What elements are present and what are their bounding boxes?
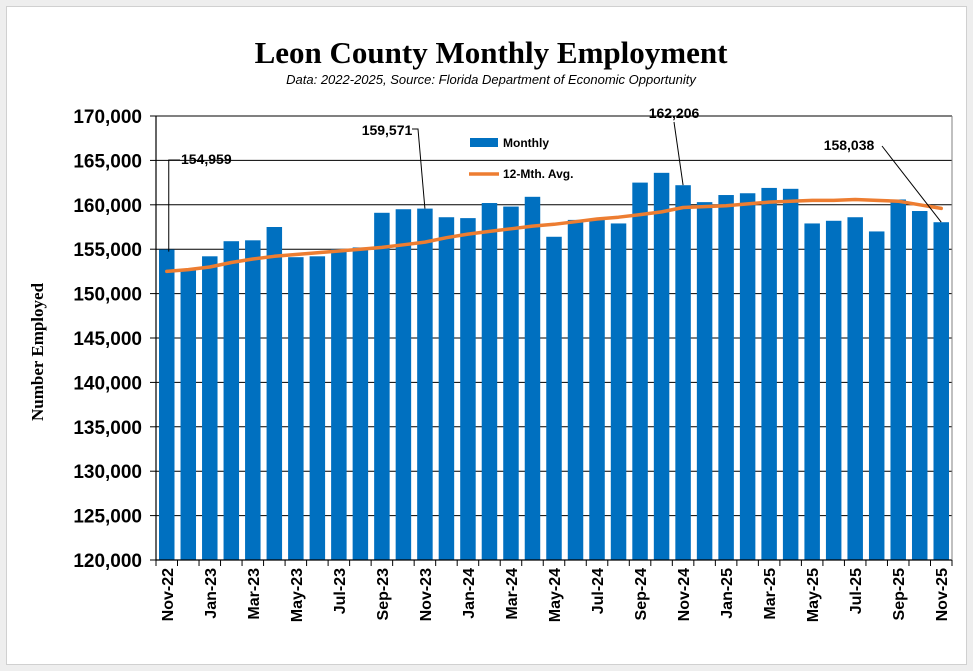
bar bbox=[890, 199, 906, 561]
x-tick-label: Jan-25 bbox=[719, 568, 736, 619]
y-tick-label: 140,000 bbox=[73, 373, 142, 394]
legend-label-avg: 12-Mth. Avg. bbox=[503, 167, 573, 181]
bar bbox=[395, 209, 412, 561]
bar bbox=[460, 218, 476, 560]
x-tick-label: Nov-24 bbox=[676, 568, 693, 621]
annotation-label: 162,206 bbox=[649, 105, 700, 121]
x-tick-label: Mar-23 bbox=[246, 568, 263, 620]
bar bbox=[739, 193, 756, 561]
x-tick-label: Nov-22 bbox=[160, 568, 177, 621]
y-tick-label: 170,000 bbox=[73, 107, 142, 128]
bar bbox=[288, 257, 304, 560]
y-tick-label: 145,000 bbox=[73, 329, 142, 350]
bar bbox=[933, 222, 949, 560]
bar bbox=[202, 256, 218, 560]
bar bbox=[546, 236, 562, 560]
y-tick-label: 120,000 bbox=[73, 551, 142, 572]
annotation-leader-line bbox=[881, 145, 942, 223]
x-tick-label: Sep-25 bbox=[891, 568, 908, 621]
bar bbox=[610, 223, 627, 560]
y-axis-title: Number Employed bbox=[28, 282, 47, 421]
bar bbox=[632, 182, 648, 560]
annotations: 154,959 159,571 162,206 158,038 bbox=[168, 105, 942, 252]
annotation-label: 159,571 bbox=[362, 122, 413, 138]
legend-swatch-monthly bbox=[470, 138, 498, 147]
bar bbox=[718, 195, 734, 561]
chart-frame: Leon County Monthly Employment Data: 202… bbox=[6, 6, 967, 665]
annotation-leader-line bbox=[673, 121, 684, 186]
x-tick-label: Jul-24 bbox=[590, 568, 607, 614]
bar bbox=[180, 270, 197, 560]
bar bbox=[266, 227, 283, 560]
annotation-leader-line bbox=[168, 159, 180, 252]
x-tick-label: Sep-24 bbox=[633, 568, 650, 621]
y-tick-label: 155,000 bbox=[73, 240, 142, 261]
chart-title: Leon County Monthly Employment bbox=[255, 35, 728, 70]
bar bbox=[911, 211, 928, 561]
bar bbox=[567, 219, 584, 560]
bar bbox=[761, 187, 777, 561]
bar bbox=[868, 231, 885, 560]
y-tick-label: 160,000 bbox=[73, 196, 142, 217]
bar bbox=[503, 206, 519, 561]
bar bbox=[524, 196, 541, 561]
bar bbox=[653, 172, 670, 560]
bar bbox=[696, 202, 713, 561]
bar bbox=[352, 247, 369, 560]
bar-series-monthly bbox=[159, 172, 949, 561]
x-tick-label: Mar-24 bbox=[504, 568, 521, 620]
legend-label-monthly: Monthly bbox=[503, 136, 549, 150]
x-tick-label: Nov-25 bbox=[934, 568, 951, 621]
x-tick-labels: Nov-22 Jan-23 Mar-23 May-23 Jul-23 Sep-23 Nov-… bbox=[160, 568, 951, 622]
bar bbox=[374, 212, 390, 561]
bar bbox=[331, 249, 347, 560]
y-tick-label: 165,000 bbox=[73, 151, 142, 172]
chart-subtitle: Data: 2022-2025, Source: Florida Departm… bbox=[286, 72, 697, 87]
x-tick-label: Jul-23 bbox=[332, 568, 349, 614]
annotation-label: 158,038 bbox=[824, 137, 875, 153]
bar bbox=[825, 220, 842, 560]
bar bbox=[481, 203, 498, 561]
y-tick-label: 130,000 bbox=[73, 462, 142, 483]
x-tick-label: Jul-25 bbox=[848, 568, 865, 614]
x-tick-label: May-25 bbox=[805, 568, 822, 622]
axes bbox=[155, 116, 953, 566]
bar bbox=[223, 241, 240, 560]
x-tick-label: May-23 bbox=[289, 568, 306, 622]
x-tick-label: Jan-23 bbox=[203, 568, 220, 619]
line-series-12mth-avg bbox=[165, 197, 943, 274]
bar bbox=[245, 240, 261, 560]
x-tick-label: Sep-23 bbox=[375, 568, 392, 621]
x-tick-label: Nov-23 bbox=[418, 568, 435, 621]
bar bbox=[847, 217, 863, 560]
bar bbox=[438, 217, 455, 560]
bar bbox=[782, 188, 799, 561]
y-tick-labels: 120,000 125,000 130,000 135,000 140,000 145,0… bbox=[73, 107, 142, 572]
x-tick-label: May-24 bbox=[547, 568, 564, 622]
bar bbox=[589, 219, 605, 560]
bar bbox=[675, 185, 691, 560]
chart-canvas: Leon County Monthly Employment Data: 202… bbox=[28, 35, 953, 622]
bar bbox=[309, 256, 326, 560]
x-tick-label: Mar-25 bbox=[762, 568, 779, 620]
x-tick-label: Jan-24 bbox=[461, 568, 478, 619]
y-tick-label: 135,000 bbox=[73, 418, 142, 439]
y-tick-label: 150,000 bbox=[73, 285, 142, 306]
annotation-label: 154,959 bbox=[181, 151, 232, 167]
legend: Monthly 12-Mth. Avg. bbox=[469, 136, 573, 181]
bar bbox=[417, 208, 433, 561]
annotation-leader-line bbox=[412, 128, 426, 209]
y-tick-label: 125,000 bbox=[73, 507, 142, 528]
bar bbox=[159, 249, 175, 560]
bar bbox=[804, 223, 820, 560]
